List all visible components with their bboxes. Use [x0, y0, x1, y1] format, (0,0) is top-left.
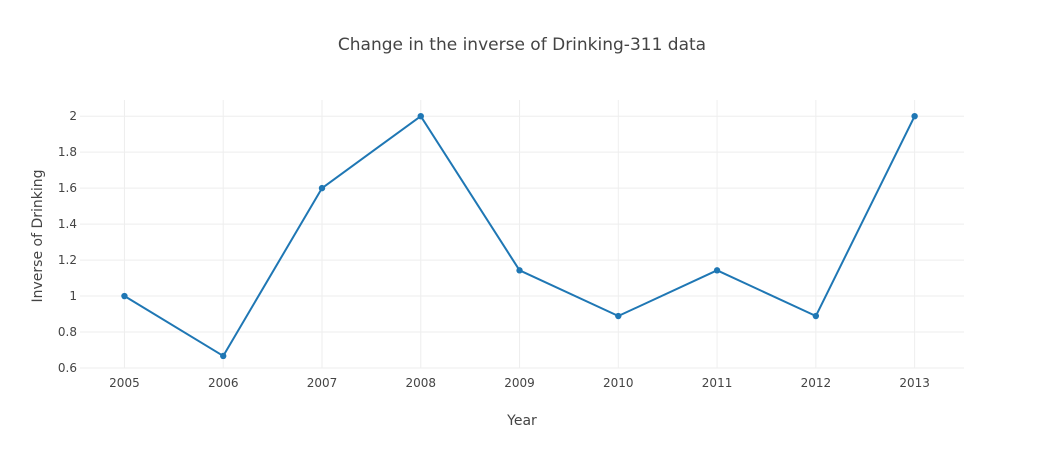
x-tick-label: 2010 [603, 376, 634, 390]
data-point[interactable] [713, 267, 721, 274]
x-tick-label: 2007 [307, 376, 338, 390]
x-tick-label: 2013 [899, 376, 930, 390]
x-tick-label: 2009 [504, 376, 535, 390]
x-axis-title: Year [506, 413, 537, 429]
x-tick-label: 2008 [405, 376, 436, 390]
data-point[interactable] [516, 267, 523, 274]
x-tick-label: 2005 [109, 376, 140, 390]
y-tick-label: 1.2 [58, 253, 77, 267]
data-point[interactable] [417, 112, 424, 120]
chart-title: Change in the inverse of Drinking-311 da… [338, 35, 706, 55]
y-axis-ticks: 0.6 0.8 1 1.2 1.4 1.6 1.8 2 [58, 109, 77, 375]
x-axis-ticks: 2005 2006 2007 2008 2009 2010 2011 2012 2013 [109, 376, 930, 390]
data-point[interactable] [615, 312, 622, 320]
x-tick-label: 2012 [801, 376, 832, 390]
data-point[interactable] [220, 352, 227, 360]
y-tick-label: 1.6 [58, 181, 77, 195]
x-tick-label: 2011 [702, 376, 733, 390]
data-point[interactable] [812, 312, 820, 320]
y-tick-label: 2 [69, 109, 77, 123]
grid-lines [80, 100, 964, 369]
y-axis-title: Inverse of Drinking [30, 169, 46, 302]
y-tick-label: 1.8 [58, 145, 77, 159]
y-tick-label: 0.8 [58, 325, 77, 339]
y-tick-label: 1 [69, 289, 77, 303]
y-tick-label: 1.4 [58, 217, 77, 231]
series-layer [121, 112, 918, 360]
data-point[interactable] [318, 184, 326, 192]
x-tick-label: 2006 [208, 376, 239, 390]
data-point[interactable] [911, 112, 918, 120]
y-tick-label: 0.6 [58, 361, 77, 375]
data-point[interactable] [121, 292, 128, 300]
